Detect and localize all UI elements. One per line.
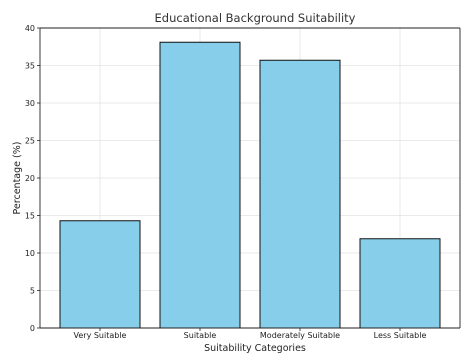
y-tick-label-5: 25 <box>25 137 35 146</box>
y-tick-label-1: 5 <box>30 287 35 296</box>
y-tick-label-4: 20 <box>25 174 35 183</box>
y-tick-label-6: 30 <box>25 99 35 108</box>
bars <box>59 41 441 329</box>
y-axis-ticks: 0 5 10 15 20 25 30 35 40 <box>25 24 40 333</box>
chart-title: Educational Background Suitability <box>155 11 356 25</box>
x-tick-label-1: Suitable <box>184 331 217 340</box>
y-axis-label: Percentage (%) <box>12 142 23 215</box>
bar-very-suitable <box>59 220 141 329</box>
x-axis-label: Suitability Categories <box>204 343 306 354</box>
y-tick-label-0: 0 <box>30 324 35 333</box>
x-tick-label-2: Moderately Suitable <box>260 331 340 340</box>
bar-less-suitable <box>359 238 441 329</box>
y-tick-label-2: 10 <box>25 249 35 258</box>
x-axis-ticks: Very Suitable Suitable Moderately Suitable… <box>74 328 427 340</box>
y-tick-label-3: 15 <box>25 212 35 221</box>
bar-suitable <box>159 41 241 329</box>
bar-moderately-suitable <box>259 59 341 329</box>
x-tick-label-0: Very Suitable <box>74 331 127 340</box>
y-tick-label-8: 40 <box>25 24 35 33</box>
y-tick-label-7: 35 <box>25 62 35 71</box>
x-tick-label-3: Less Suitable <box>374 331 427 340</box>
